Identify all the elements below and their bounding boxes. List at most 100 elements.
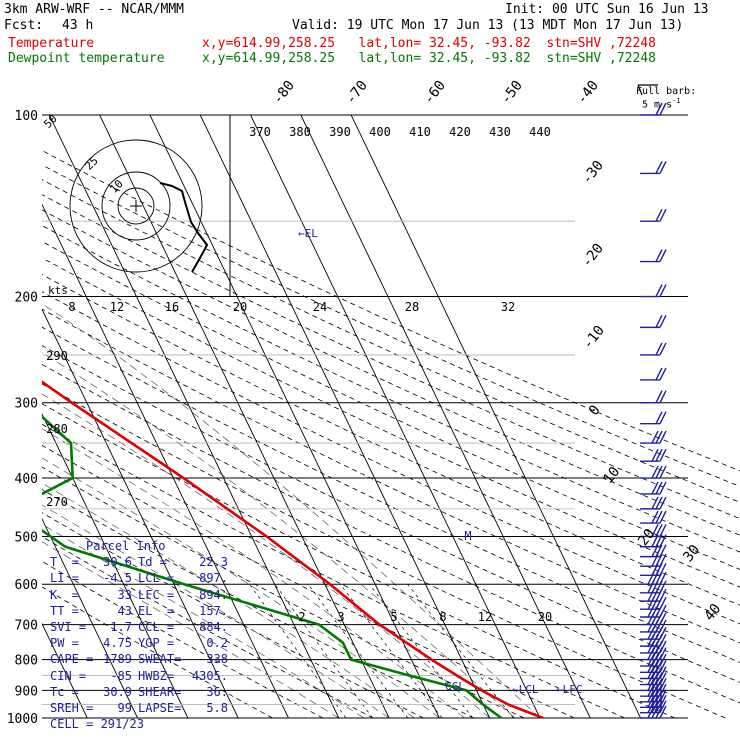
legend-dewpoint-info: x,y=614.99,258.25 lat,lon= 32.45, -93.82…: [202, 51, 656, 66]
isotherm-line: [99, 115, 390, 718]
wind-barb-flag: [647, 640, 655, 654]
dry-adiabat-line: [42, 326, 740, 663]
wind-barb-flag: [647, 660, 655, 673]
parcel-param-label: YGP =: [138, 636, 175, 651]
wind-barb-flag: [659, 660, 667, 673]
wind-barb-flag: [647, 647, 655, 660]
wind-barb-flag: [659, 678, 667, 691]
hodograph-speed-label: 28: [405, 300, 419, 314]
parcel-param-label: LI =: [50, 571, 79, 586]
pressure-label: 400: [15, 472, 38, 487]
wind-barb-flag: [655, 653, 663, 667]
pressure-label: 600: [15, 578, 38, 593]
wind-barb-flag: [651, 705, 659, 719]
wind-barb-flag: [659, 705, 667, 719]
wind-barb-flag: [659, 367, 667, 381]
wind-barb-flag: [659, 683, 667, 697]
parcel-param-value: 4.75: [103, 636, 132, 651]
wind-barb-flag: [659, 315, 667, 328]
parcel-param-value: -85: [110, 668, 132, 683]
forecast-hour: 43 h: [62, 18, 94, 33]
wind-barb-flag: [659, 249, 667, 262]
wind-barb-flag: [655, 249, 663, 262]
parcel-param-label: LFC =: [138, 587, 175, 602]
parcel-param-label: Tc =: [50, 684, 79, 699]
parcel-param-label: TT =: [50, 603, 79, 618]
dry-adiabat-line: [42, 363, 740, 704]
wind-barb-flag: [651, 660, 659, 673]
wind-barb-flag: [647, 588, 655, 602]
isotherm-label: 0: [586, 402, 604, 418]
wind-barb-flag: [655, 284, 663, 297]
forecast-label: Fcst:: [4, 18, 44, 33]
isotherm-line: [42, 203, 289, 718]
parcel-param-value: 157.: [199, 603, 228, 618]
wind-barb-flag: [655, 102, 663, 116]
wind-barb-flag: [655, 367, 663, 381]
wind-barb-flag: [659, 694, 667, 708]
wind-barb-flag: [651, 448, 659, 462]
isotherm-label: -30: [579, 158, 607, 188]
mixing-ratio-label: 3: [337, 610, 344, 624]
theta-label: 380: [289, 125, 311, 139]
dry-adiabat-line: [42, 489, 474, 718]
mixing-ratio-line: [249, 583, 347, 718]
full-barb-label: Full barb:: [636, 86, 697, 97]
wind-barb-flag: [647, 683, 655, 697]
wind-barb-flag: [659, 496, 667, 510]
wind-barb-flag: [647, 694, 655, 708]
mixing-ratio-line: [369, 583, 474, 718]
wind-barb-flag: [647, 672, 655, 685]
pressure-label: 1000: [7, 712, 38, 727]
isotherm-label: -40: [574, 78, 602, 108]
wind-barb-flag: [655, 672, 663, 685]
init-time: Init: 00 UTC Sun 16 Jun 13: [505, 2, 709, 17]
wind-barb-flag: [647, 653, 655, 667]
parcel-param-label: SHEAR=: [138, 684, 182, 699]
wind-barb-flag: [651, 666, 659, 679]
wind-barb-flag: [647, 705, 655, 719]
dry-adiabat-line: [42, 308, 740, 644]
parcel-row: SREH = 99 LAPSE= 5.8: [42, 700, 242, 716]
dewpoint-profile: [42, 415, 503, 718]
wind-barb-flag: [647, 619, 655, 633]
wind-barbs: [637, 84, 667, 719]
parcel-param-value: 338: [206, 652, 228, 667]
parcel-marker-label: ←LFC: [556, 683, 583, 696]
wind-barb-flag: [659, 689, 667, 703]
mixing-ratio-label: 5: [390, 610, 397, 624]
parcel-param-label: SREH =: [50, 701, 94, 716]
theta-label: 270: [46, 495, 68, 509]
wind-barb-flag: [659, 510, 667, 524]
wind-barb-flag: [659, 448, 667, 462]
pressure-label: 700: [15, 619, 38, 634]
wind-barb-flag: [651, 683, 659, 697]
wind-barb-flag: [651, 430, 659, 444]
wind-barb-flag: [651, 553, 659, 567]
parcel-row: CIN = -85 HWBZ= 4305.: [42, 668, 242, 684]
parcel-info-title: Parcel Info: [86, 539, 166, 553]
model-title: 3km ARW-WRF -- NCAR/MMM: [4, 2, 185, 17]
parcel-param-value: 43: [117, 603, 132, 618]
wind-barb-flag: [651, 694, 659, 708]
wind-barb-flag: [647, 633, 655, 647]
parcel-cell: CELL = 291/23: [50, 717, 144, 732]
theta-label: 370: [249, 125, 271, 139]
parcel-row: Tc = 30.9 SHEAR= 36.: [42, 684, 242, 700]
isotherm-label: 10: [600, 464, 623, 487]
wet-bulb-zero-marker: M: [464, 529, 471, 543]
wind-barb-flag: [659, 465, 667, 479]
hodograph-ring-label: 25: [82, 154, 101, 173]
parcel-param-value: 0.2: [206, 636, 228, 651]
wind-barb-flag: [651, 496, 659, 510]
wind-barb-flag: [659, 430, 667, 444]
wind-barb-flag: [655, 683, 663, 697]
parcel-param-label: CIN =: [50, 668, 87, 683]
hodograph-speed-label: 16: [165, 300, 179, 314]
wind-barb-flag: [655, 666, 663, 679]
wind-barb-flag: [659, 653, 667, 667]
wind-barb-flag: [647, 700, 655, 714]
parcel-row: T = 30.6 Td = 22.3: [42, 554, 242, 570]
hodograph-ring: [117, 187, 155, 225]
